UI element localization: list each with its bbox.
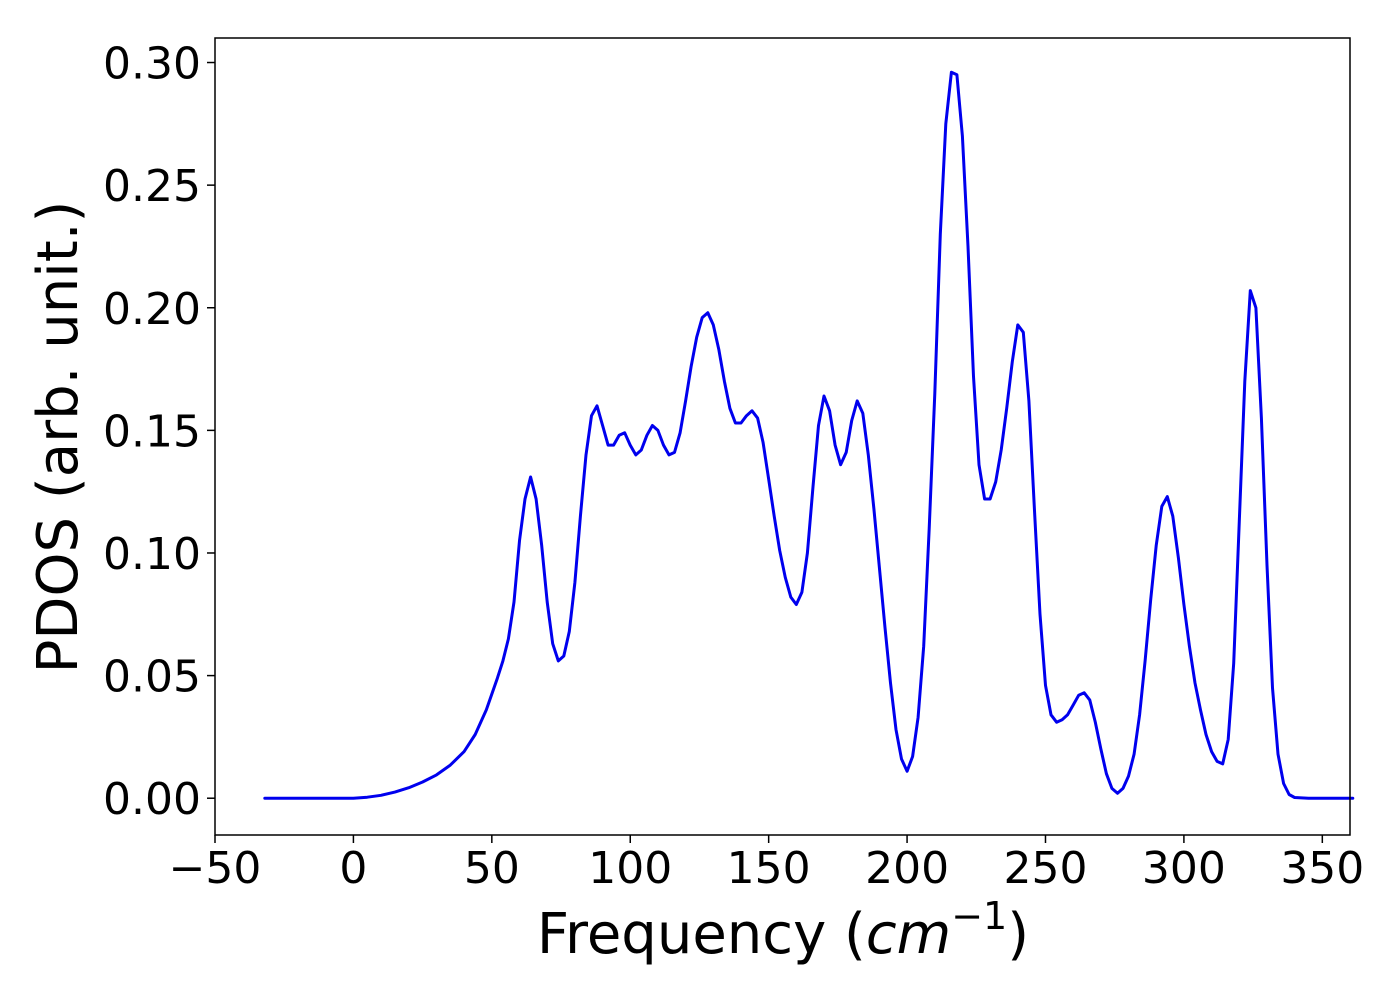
x-axis-label-exponent: −1 — [951, 894, 1007, 938]
x-axis-label-text: Frequency ( — [537, 902, 866, 967]
y-tick-label: 0.10 — [103, 529, 201, 580]
y-axis-label: PDOS (arb. unit.) — [26, 201, 91, 674]
plot-area-frame — [214, 37, 1351, 836]
y-tick-label: 0.25 — [103, 161, 201, 212]
x-tick-label: 350 — [1280, 843, 1364, 894]
x-axis-ticks: −50 0 50 100 150 200 250 300 350 — [169, 835, 1364, 894]
y-tick-label: 0.30 — [103, 39, 201, 90]
y-tick-label: 0.15 — [103, 406, 201, 457]
x-tick-label: 300 — [1142, 843, 1226, 894]
x-tick-label: −50 — [169, 843, 262, 894]
y-tick-label: 0.00 — [103, 774, 201, 825]
pdos-series-line — [263, 70, 1355, 800]
x-tick-label: 0 — [339, 843, 367, 894]
x-tick-label: 50 — [464, 843, 520, 894]
y-axis-ticks: 0.00 0.05 0.10 0.15 0.20 0.25 0.30 — [103, 39, 215, 825]
x-axis-label-unit: cm — [866, 902, 951, 967]
y-tick-label: 0.05 — [103, 652, 201, 703]
x-axis-label: Frequency (cm−1) — [537, 894, 1029, 967]
x-tick-label: 250 — [1003, 843, 1087, 894]
x-tick-label: 150 — [727, 843, 811, 894]
y-tick-label: 0.20 — [103, 284, 201, 335]
x-tick-label: 200 — [865, 843, 949, 894]
x-tick-label: 100 — [588, 843, 672, 894]
x-axis-label-close: ) — [1007, 902, 1029, 967]
